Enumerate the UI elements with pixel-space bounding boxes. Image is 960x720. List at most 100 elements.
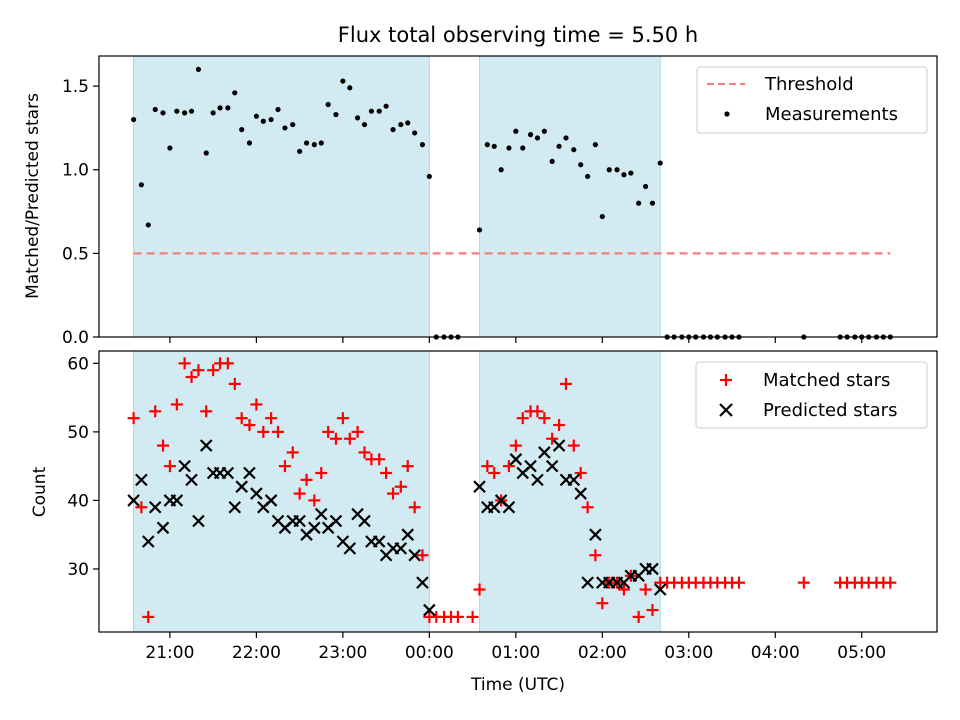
predicted-star-point (401, 528, 415, 541)
matched-star-point (488, 466, 501, 479)
measurement-point (563, 135, 569, 141)
matched-star-point (373, 453, 386, 466)
matched-star-point (235, 412, 248, 425)
predicted-star-point (185, 473, 198, 487)
predicted-star-point (228, 500, 242, 514)
measurement-point (282, 125, 288, 131)
measurement-point (419, 142, 426, 148)
matched-star-point (531, 405, 544, 418)
measurement-point (203, 150, 209, 156)
matched-star-point (178, 357, 191, 370)
measurement-point (167, 145, 173, 151)
predicted-star-point (408, 548, 421, 562)
matched-star-point (567, 439, 580, 452)
matched-star-points (127, 357, 897, 623)
predicted-star-point (653, 583, 667, 596)
measurement-point (592, 142, 599, 148)
measurement-point (232, 90, 238, 96)
measurement-point (606, 167, 612, 173)
measurement-point (325, 101, 331, 108)
matched-star-point (884, 576, 897, 589)
predicted-star-point (243, 466, 256, 480)
matched-star-point (163, 460, 176, 473)
bottom-ytick-label: 50 (67, 423, 89, 443)
predicted-star-point (394, 542, 408, 555)
matched-star-point (127, 412, 140, 425)
matched-star-point (185, 371, 198, 384)
measurement-point (195, 66, 202, 72)
measurement-point (484, 142, 490, 148)
predicted-star-point (235, 480, 248, 493)
matched-star-point (574, 466, 587, 479)
predicted-star-point (250, 487, 263, 500)
top-ytick-label: 0.5 (62, 244, 89, 264)
predicted-star-point (329, 514, 343, 528)
predicted-star-point (574, 487, 587, 500)
bottom-observing-window-1 (479, 350, 661, 633)
measurement-point (268, 116, 274, 123)
measurement-point (239, 126, 245, 133)
bottom-xtick-label: 05:00 (837, 643, 886, 663)
measurement-point (527, 132, 534, 138)
bottom-ytick-label: 40 (67, 491, 89, 511)
matched-star-point (265, 412, 278, 425)
bottom-xtick-label: 23:00 (318, 643, 367, 663)
bottom-xtick-label: 03:00 (664, 643, 713, 663)
legend-matched-label: Matched stars (763, 370, 890, 391)
measurement-point (376, 108, 382, 114)
measurement-point (340, 78, 346, 84)
bottom-xtick-label: 00:00 (405, 643, 454, 663)
predicted-star-point (127, 494, 140, 507)
predicted-star-point (473, 480, 486, 493)
measurement-point (513, 128, 519, 134)
measurement-point (260, 118, 266, 124)
top-ytick-label: 1.5 (62, 77, 89, 97)
matched-star-point (639, 583, 652, 596)
top-ylabel: Matched/Predicted stars (23, 93, 43, 299)
matched-star-point (322, 425, 335, 438)
predicted-star-point (581, 576, 594, 589)
bottom-xtick-label: 01:00 (491, 643, 540, 663)
measurement-point (541, 128, 547, 134)
measurement-point (506, 145, 512, 151)
matched-star-point (336, 412, 349, 425)
measurement-point (290, 121, 296, 128)
top-observing-window-0 (133, 55, 430, 338)
matched-star-point (243, 419, 256, 432)
predicted-star-point (135, 473, 148, 487)
predicted-star-point (178, 459, 191, 473)
matched-star-point (200, 405, 213, 418)
predicted-star-point (589, 528, 602, 541)
matched-star-point (646, 604, 659, 617)
bottom-axes: 30 40 50 60 21:00 22:00 23:00 00:00 01:00 02:00 03… (67, 350, 938, 663)
matched-star-point (632, 610, 645, 623)
measurement-point (642, 183, 649, 190)
matched-star-point (315, 466, 328, 479)
matched-star-point (300, 473, 313, 486)
predicted-star-point (148, 500, 162, 514)
matched-star-point (481, 460, 494, 473)
bottom-xtick-label: 02:00 (578, 643, 627, 663)
predicted-star-point (531, 473, 544, 487)
bottom-ylabel: Count (30, 466, 50, 517)
measurement-point (318, 140, 324, 146)
figure-title: Flux total observing time = 5.50 h (338, 23, 698, 47)
bottom-ytick-label: 60 (67, 354, 89, 374)
matched-star-point (516, 412, 529, 425)
matched-star-point (387, 487, 400, 500)
matched-star-point (257, 425, 270, 438)
matched-star-point (581, 501, 594, 514)
bottom-legend-box (695, 361, 928, 429)
bottom-legend: Matched stars Predicted stars (695, 361, 928, 429)
predicted-star-point (524, 459, 537, 473)
top-panel: 0.0 0.5 1.0 1.5 Matched/Predicted stars Thr… (23, 55, 938, 348)
predicted-star-point (538, 446, 551, 459)
predicted-star-point (567, 473, 581, 487)
predicted-star-point (545, 459, 559, 473)
measurement-point (599, 213, 605, 220)
matched-star-point (135, 501, 148, 514)
predicted-star-point (509, 453, 523, 466)
matched-star-point (272, 425, 285, 438)
matched-star-point (250, 398, 263, 411)
predicted-star-point (314, 507, 328, 521)
